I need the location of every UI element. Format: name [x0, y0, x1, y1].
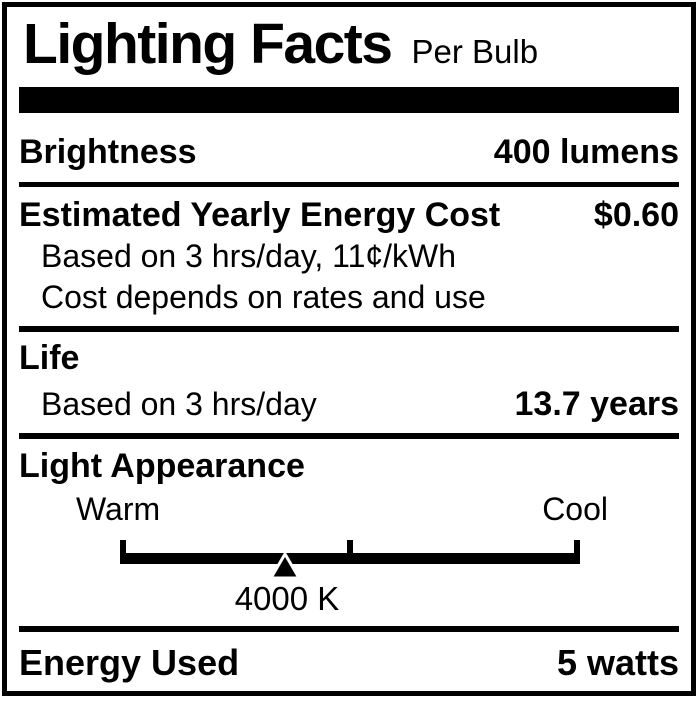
cool-label: Cool [542, 491, 608, 527]
brightness-label: Brightness [19, 133, 197, 171]
label-header: Lighting Facts Per Bulb [19, 13, 679, 75]
life-value: 13.7 years [514, 385, 680, 423]
light-appearance-label: Light Appearance [19, 447, 305, 485]
energy-used-label: Energy Used [19, 642, 240, 683]
life-label: Life [19, 339, 80, 377]
brightness-value: 400 lumens [493, 133, 679, 171]
header-separator-bar [19, 87, 679, 113]
label-subtitle: Per Bulb [411, 33, 539, 70]
energy-cost-label: Estimated Yearly Energy Cost [19, 196, 501, 234]
divider [19, 433, 679, 439]
life-row: Based on 3 hrs/day 13.7 years [19, 383, 679, 425]
divider [19, 326, 679, 332]
energy-cost-note-1: Based on 3 hrs/day, 11¢/kWh [41, 238, 457, 274]
color-temperature-scale [120, 540, 580, 580]
divider [19, 182, 679, 187]
scale-tick-left [120, 540, 126, 564]
energy-cost-row: Estimated Yearly Energy Cost $0.60 [19, 194, 679, 236]
energy-cost-value: $0.60 [593, 196, 679, 234]
kelvin-pointer-icon [268, 552, 302, 580]
label-title: Lighting Facts [23, 12, 393, 76]
divider [19, 626, 679, 632]
brightness-row: Brightness 400 lumens [19, 131, 679, 173]
energy-cost-note-2: Cost depends on rates and use [41, 279, 486, 315]
scale-tick-middle [347, 540, 353, 564]
scale-tick-right [574, 540, 580, 564]
light-appearance-scale-labels: Warm Cool [76, 490, 608, 528]
life-note: Based on 3 hrs/day [41, 386, 317, 422]
energy-used-row: Energy Used 5 watts [19, 640, 679, 686]
energy-used-value: 5 watts [556, 642, 679, 683]
kelvin-value: 4000 K [234, 580, 340, 617]
warm-label: Warm [76, 491, 161, 527]
